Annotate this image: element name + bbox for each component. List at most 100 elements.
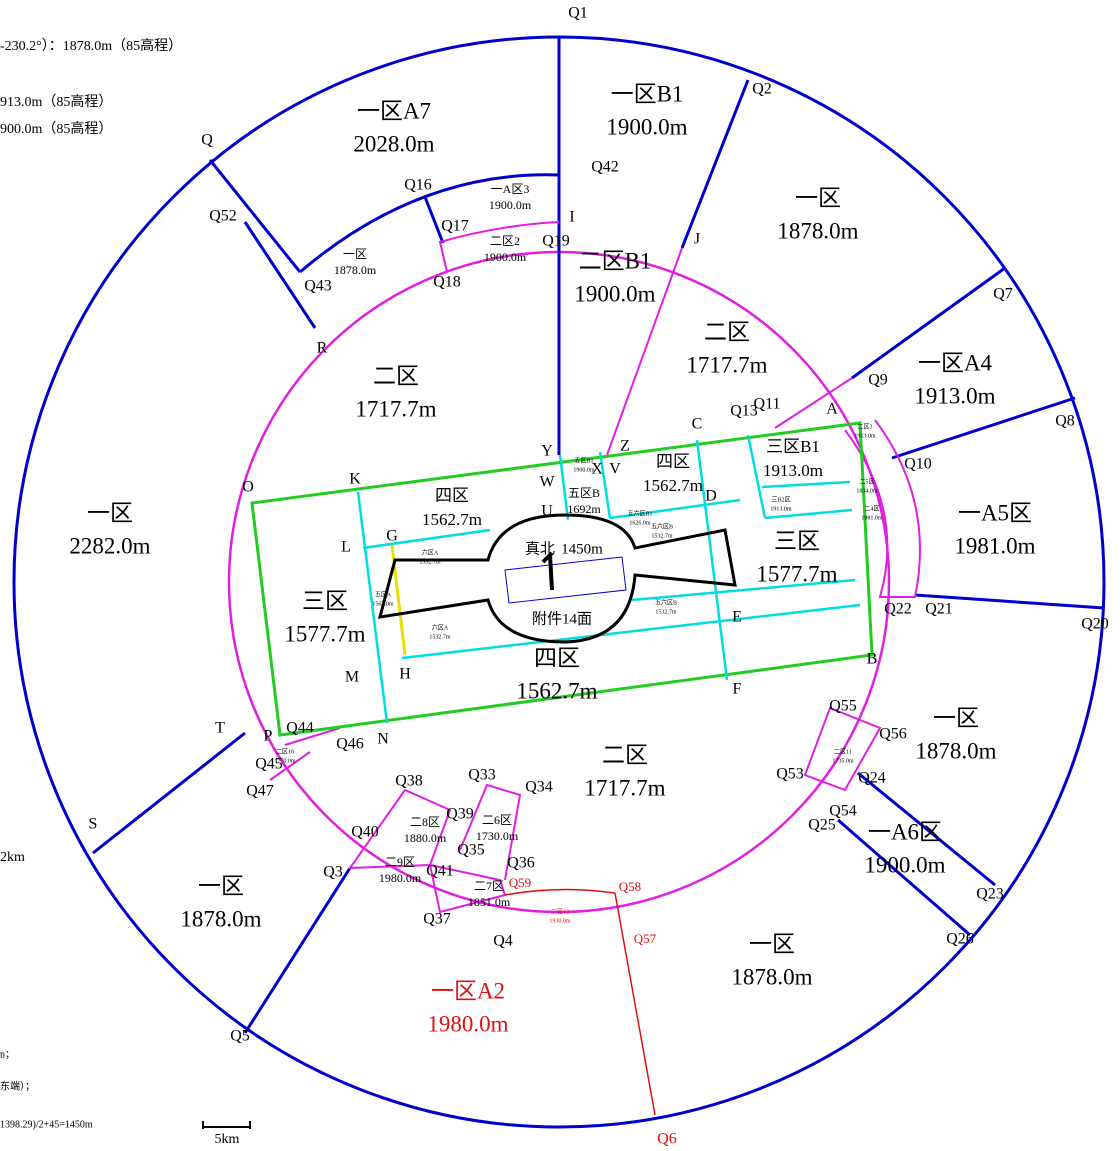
zone-height: 1562.7m <box>422 510 482 529</box>
small-zone-height: 1834.0m <box>856 488 878 494</box>
point-label: Q59 <box>509 875 531 890</box>
point-label: Q53 <box>776 766 804 783</box>
point-label: Q4 <box>493 933 513 950</box>
point-label: Q17 <box>441 218 469 235</box>
point-label: U <box>541 503 553 520</box>
point-label: Z <box>620 438 630 455</box>
point-label: Q57 <box>634 931 657 946</box>
point-label: Q35 <box>457 842 485 859</box>
zone-name: 四区 <box>534 645 580 670</box>
point-label: Q3 <box>323 864 343 881</box>
point-label: A <box>826 401 838 418</box>
point-label: C <box>692 416 703 433</box>
note: 913.0m（85高程） <box>0 93 112 110</box>
zone-name: 一区A7 <box>357 98 431 123</box>
point-label: L <box>341 539 351 556</box>
note: 1398.29)/2+45=1450m <box>0 1119 93 1130</box>
small-zone-height: 1980.0m <box>379 871 422 885</box>
point-label: I <box>569 209 574 226</box>
small-zone-height: 1692m <box>567 502 601 516</box>
point-label: Q41 <box>426 863 454 880</box>
small-zone-height: 1770.0m <box>274 758 296 764</box>
point-label: B <box>867 651 878 668</box>
small-zone-name: 二6区 <box>482 813 512 827</box>
point-label: Q23 <box>976 886 1004 903</box>
point-label: W <box>539 474 555 491</box>
point-label: Q20 <box>1081 616 1109 633</box>
zone-name: 一区 <box>795 185 841 210</box>
shapes <box>14 37 1104 1129</box>
small-zone-name: 五六区B1 <box>627 509 652 517</box>
point-label: Q47 <box>246 783 274 800</box>
zone-name: 四区 <box>656 452 690 471</box>
point-label: Q44 <box>286 720 314 737</box>
point-label: Q26 <box>946 931 974 948</box>
zone-name: 二区 <box>704 319 750 344</box>
scale-bar <box>203 1121 250 1129</box>
point-label: K <box>349 471 361 488</box>
zone-name: 一区A2 <box>431 978 505 1003</box>
zone-name: 二区 <box>373 363 419 388</box>
zone-height: 1577.7m <box>284 621 365 646</box>
zone-height: 1562.7m <box>516 678 597 703</box>
point-label: Y <box>541 443 553 460</box>
point-label: Q6 <box>657 1131 677 1148</box>
small-zone-height: 1532.7m <box>651 533 673 539</box>
point-label: D <box>705 488 717 505</box>
zone-name: 一区 <box>933 705 979 730</box>
zone-height: 1981.0m <box>954 533 1035 558</box>
point-label: Q18 <box>433 274 461 291</box>
zone-name: 一区 <box>87 500 133 525</box>
small-zone-height: 1735.0m <box>832 758 854 764</box>
point-label: V <box>609 461 621 478</box>
small-zone-height: 1730.0m <box>476 829 519 843</box>
zone-height: 1913.0m <box>763 461 823 480</box>
zone-height: 1717.7m <box>355 396 436 421</box>
zone-height: 1717.7m <box>686 352 767 377</box>
small-zone-height: 1913.0m <box>854 433 876 439</box>
point-label: Q38 <box>395 773 423 790</box>
small-zone-height: 1851.0m <box>468 895 511 909</box>
small-zone-name: 二区11 <box>834 748 852 755</box>
small-zone-name: 一区 <box>343 247 367 261</box>
small-zone-name: 二区10 <box>276 748 294 755</box>
point-label: M <box>345 669 359 686</box>
runway-surface: 附件14面 <box>532 610 592 627</box>
note: 2km <box>0 850 25 865</box>
small-zone-name: 五区B <box>568 486 600 500</box>
point-label: Q40 <box>351 824 379 841</box>
zone-name: 一区A4 <box>918 350 993 375</box>
small-zone-height: 1900.0m <box>489 198 532 212</box>
point-label: Q <box>201 132 213 149</box>
point-label: Q39 <box>446 806 474 823</box>
point-label: Q54 <box>829 803 857 820</box>
small-zone-height: 1900.0m <box>484 250 527 264</box>
small-zone-height: 1532.7m <box>419 559 441 565</box>
point-label: Q13 <box>730 403 758 420</box>
north-arrow <box>543 553 552 590</box>
zone-height: 1913.0m <box>914 383 995 408</box>
point-label: N <box>377 731 389 748</box>
point-label: O <box>242 479 254 496</box>
point-label: Q55 <box>829 698 857 715</box>
point-label: Q7 <box>993 286 1013 303</box>
note: n； <box>0 1049 15 1060</box>
small-zone-name: 六区A <box>422 548 439 556</box>
point-label: E <box>732 609 742 626</box>
point-label: Q36 <box>507 855 535 872</box>
zone-height: 1717.7m <box>584 775 665 800</box>
small-zone-height: 1532.7m <box>655 609 677 615</box>
point-label: Q22 <box>884 601 912 618</box>
page: {"notes": ["-230.2°）：1878.0m（85高程）", "91… <box>0 0 1120 1151</box>
note: 900.0m（85高程） <box>0 120 112 137</box>
small-zone-name: 二9区 <box>385 855 415 869</box>
small-zone-name: 五区B1 <box>574 457 593 464</box>
point-label: Q10 <box>904 456 932 473</box>
zone-height: 2282.0m <box>69 533 150 558</box>
zone-height: 1878.0m <box>915 738 996 763</box>
small-zone-name: 五区A <box>375 591 392 598</box>
point-label: S <box>89 816 98 833</box>
zone-name: 一区 <box>749 931 795 956</box>
zone-name: 三区 <box>302 588 348 613</box>
point-label: Q52 <box>209 208 237 225</box>
